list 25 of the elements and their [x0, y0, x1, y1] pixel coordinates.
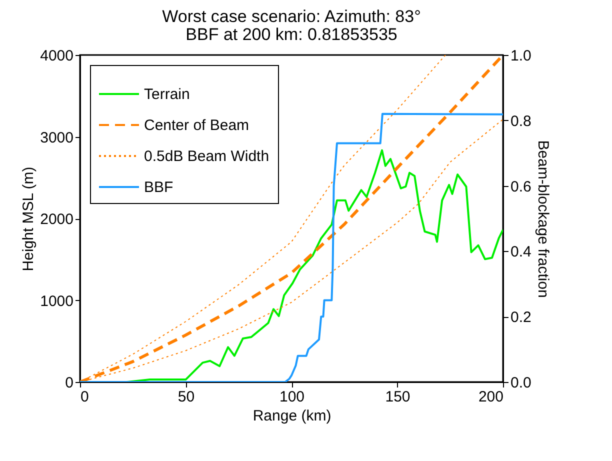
y2-tick-label: 0.0 [510, 374, 532, 392]
y2-tick-label: 0.2 [510, 309, 532, 326]
y2-axis-title: Beam-blockage fraction [534, 140, 552, 298]
x-tick-label: 50 [178, 388, 195, 406]
y-tick-label: 0 [65, 374, 74, 392]
y2-tick-label: 1.0 [510, 48, 532, 64]
y2-tick-label: 0.4 [510, 244, 532, 261]
x-tick-label: 200 [478, 388, 504, 406]
legend-label: 0.5dB Beam Width [144, 148, 270, 165]
legend-label: BBF [144, 179, 174, 196]
x-tick-label: 150 [385, 388, 410, 406]
y-tick-label: 1000 [40, 292, 74, 310]
x-tick-label: 0 [80, 388, 89, 406]
y-tick-label: 4000 [40, 48, 74, 64]
chart-title: Worst case scenario: Azimuth: 83° [162, 7, 421, 26]
y-axis-title: Height MSL (m) [20, 166, 38, 272]
y-tick-label: 2000 [40, 211, 74, 228]
legend-label: Terrain [144, 86, 190, 103]
x-axis-title: Range (km) [252, 408, 332, 424]
x-tick-label: 100 [279, 388, 305, 406]
y2-tick-label: 0.6 [510, 178, 532, 196]
chart-subtitle: BBF at 200 km: 0.81853535 [186, 25, 398, 44]
legend-label: Center of Beam [144, 117, 250, 134]
y2-tick-label: 0.8 [510, 112, 532, 130]
y-tick-label: 3000 [40, 129, 74, 146]
